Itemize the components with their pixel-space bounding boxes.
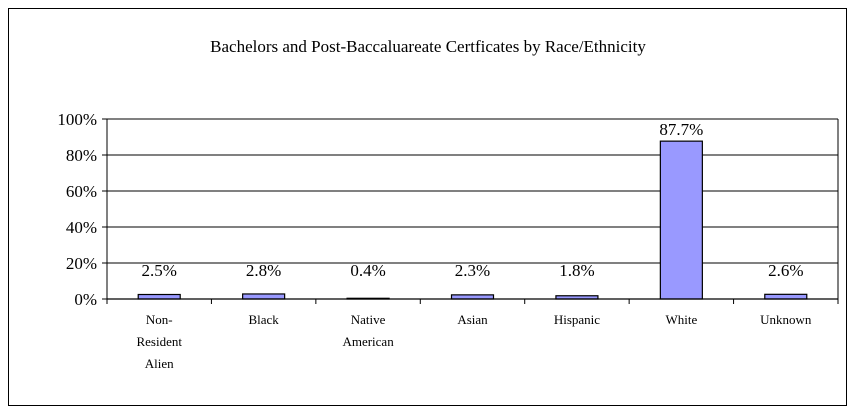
category-label-line: Alien <box>145 356 174 371</box>
bar-1 <box>242 293 286 300</box>
chart-title: Bachelors and Post-Baccaluareate Certfic… <box>210 37 646 56</box>
category-label-3: Asian <box>457 312 488 327</box>
data-labels: 2.5% 2.8% 0.4% 2.3% 1.8% 87.7% 2.6% <box>142 120 804 280</box>
ytick-label-40: 40% <box>66 218 97 237</box>
chart-frame <box>8 8 847 406</box>
category-label-line: Native <box>351 312 386 327</box>
data-label-3: 2.3% <box>455 261 490 280</box>
category-label-line: Hispanic <box>554 312 600 327</box>
data-label-0: 2.5% <box>142 261 177 280</box>
data-label-6: 2.6% <box>768 261 803 280</box>
y-axis-ticks: 0% 20% 40% 60% 80% 100% <box>57 110 839 309</box>
data-label-5: 87.7% <box>659 120 703 139</box>
x-axis-categories: Non- Resident Alien Black Native American Asia… <box>136 312 811 371</box>
category-label-2: Native American <box>342 312 394 349</box>
ytick-label-0: 0% <box>74 290 97 309</box>
category-label-4: Hispanic <box>554 312 600 327</box>
category-label-line: American <box>342 334 394 349</box>
category-label-5: White <box>665 312 697 327</box>
category-label-line: Black <box>248 312 279 327</box>
data-label-2: 0.4% <box>350 261 385 280</box>
bar-5 <box>659 140 703 300</box>
ytick-label-60: 60% <box>66 182 97 201</box>
category-label-line: Unknown <box>760 312 812 327</box>
category-label-line: Resident <box>136 334 182 349</box>
category-label-6: Unknown <box>760 312 812 327</box>
data-label-1: 2.8% <box>246 261 281 280</box>
bar-3 <box>450 294 495 300</box>
bar-6 <box>764 293 808 300</box>
ytick-label-80: 80% <box>66 146 97 165</box>
data-label-4: 1.8% <box>559 261 594 280</box>
category-label-0: Non- Resident Alien <box>136 312 182 371</box>
category-label-line: White <box>665 312 697 327</box>
category-label-line: Non- <box>146 312 173 327</box>
bar-0 <box>137 293 181 300</box>
category-label-line: Asian <box>457 312 488 327</box>
ytick-label-20: 20% <box>66 254 97 273</box>
bars <box>107 140 838 300</box>
category-label-1: Black <box>248 312 279 327</box>
ytick-label-100: 100% <box>57 110 97 129</box>
